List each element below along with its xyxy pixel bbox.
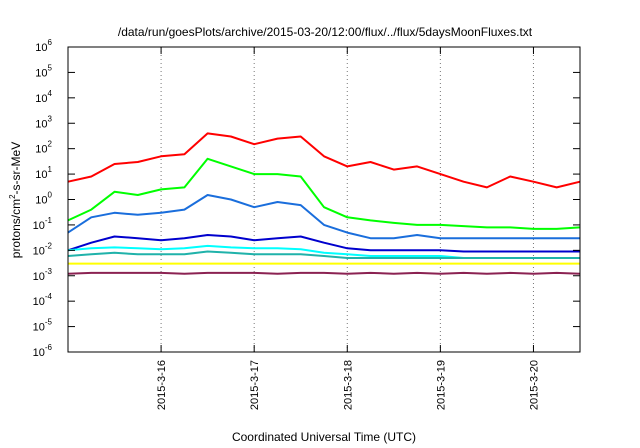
y-tick-exponent: 0: [48, 191, 53, 200]
x-axis: 2015-3-16 2015-3-17 2015-3-18 2015-3-19 2015…: [156, 47, 540, 410]
series-line-3: [67, 194, 580, 240]
y-tick-label: 10-4: [33, 292, 53, 308]
plot-frame: [67, 46, 581, 353]
series-line-4: [67, 234, 580, 253]
y-tick-exponent: -1: [45, 216, 53, 225]
series-line-8: [67, 271, 581, 275]
y-tick-base: 10: [33, 347, 45, 359]
y-tick-base: 10: [33, 245, 45, 257]
y-tick-label: 10-5: [33, 318, 53, 334]
y-tick-label: 10-6: [33, 343, 53, 359]
y-tick-label: 10-3: [33, 267, 53, 283]
y-axis-label-post: -s-sr-MeV: [9, 142, 23, 195]
x-axis-label: Coordinated Universal Time (UTC): [232, 430, 416, 444]
x-gridlines: [160, 47, 534, 352]
y-tick-label: 10-2: [33, 241, 53, 257]
x-tick-label: 2015-3-16: [156, 360, 168, 410]
y-tick-exponent: 4: [48, 89, 53, 98]
y-tick-exponent: 3: [48, 114, 53, 123]
y-axis-label-sup: 2: [8, 194, 17, 199]
series-line-2: [67, 157, 581, 230]
y-tick-exponent: -6: [45, 343, 53, 352]
y-tick-label: 105: [35, 63, 52, 79]
x-tick-label: 2015-3-20: [528, 360, 540, 410]
y-tick-base: 10: [35, 118, 47, 130]
y-axis-label-pre: protons/cm: [9, 199, 23, 258]
y-tick-base: 10: [35, 93, 47, 105]
chart-title: /data/run/goesPlots/archive/2015-03-20/1…: [118, 25, 533, 39]
x-tick-label: 2015-3-17: [249, 360, 261, 410]
y-tick-label: 103: [35, 114, 52, 130]
y-tick-exponent: 5: [48, 63, 53, 72]
y-axis: 10-610-510-410-310-210-11001011021031041…: [33, 38, 580, 359]
y-tick-exponent: 2: [48, 140, 53, 149]
y-tick-base: 10: [33, 296, 45, 308]
series-layer: [67, 132, 581, 275]
y-tick-exponent: -5: [45, 318, 53, 327]
y-tick-base: 10: [35, 195, 47, 207]
y-tick-base: 10: [35, 144, 47, 156]
y-tick-exponent: 6: [48, 38, 53, 47]
y-tick-label: 102: [35, 140, 52, 156]
y-tick-base: 10: [35, 42, 47, 54]
y-tick-base: 10: [33, 220, 45, 232]
y-tick-base: 10: [35, 169, 47, 181]
y-axis-label: protons/cm2-s-sr-MeV: [8, 142, 23, 258]
y-tick-exponent: -3: [45, 267, 53, 276]
series-line-1: [67, 132, 581, 189]
y-tick-label: 106: [35, 38, 52, 54]
y-tick-base: 10: [35, 67, 47, 79]
y-tick-label: 104: [35, 89, 52, 105]
series-line-6: [67, 250, 580, 259]
x-tick-label: 2015-3-18: [342, 360, 354, 410]
y-tick-base: 10: [33, 322, 45, 334]
y-tick-base: 10: [33, 271, 45, 283]
y-tick-exponent: 1: [48, 165, 53, 174]
y-tick-label: 101: [35, 165, 52, 181]
x-tick-label: 2015-3-19: [435, 360, 447, 410]
y-tick-label: 10-1: [33, 216, 53, 232]
y-tick-exponent: -4: [45, 292, 53, 301]
y-tick-label: 100: [35, 191, 52, 207]
y-tick-exponent: -2: [45, 241, 53, 250]
